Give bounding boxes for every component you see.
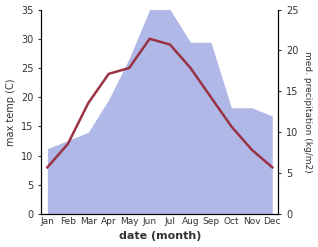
Y-axis label: max temp (C): max temp (C) bbox=[5, 78, 16, 145]
Y-axis label: med. precipitation (kg/m2): med. precipitation (kg/m2) bbox=[303, 51, 313, 173]
X-axis label: date (month): date (month) bbox=[119, 231, 201, 242]
